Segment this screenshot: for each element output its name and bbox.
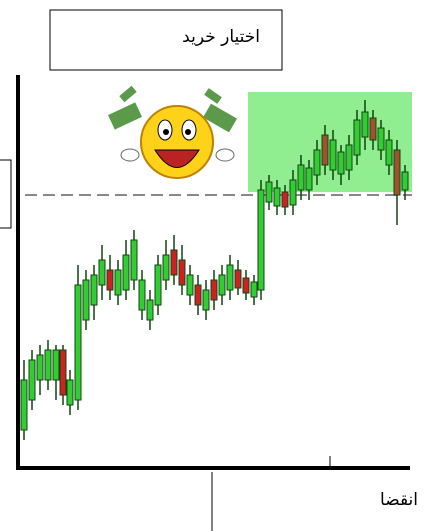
smiley — [108, 86, 237, 178]
diagram: اختیار خرید — [0, 0, 439, 531]
candles — [21, 100, 408, 440]
expiry-label: انقضا — [380, 490, 418, 510]
title: اختیار خرید — [182, 27, 260, 47]
side-box — [0, 160, 11, 228]
